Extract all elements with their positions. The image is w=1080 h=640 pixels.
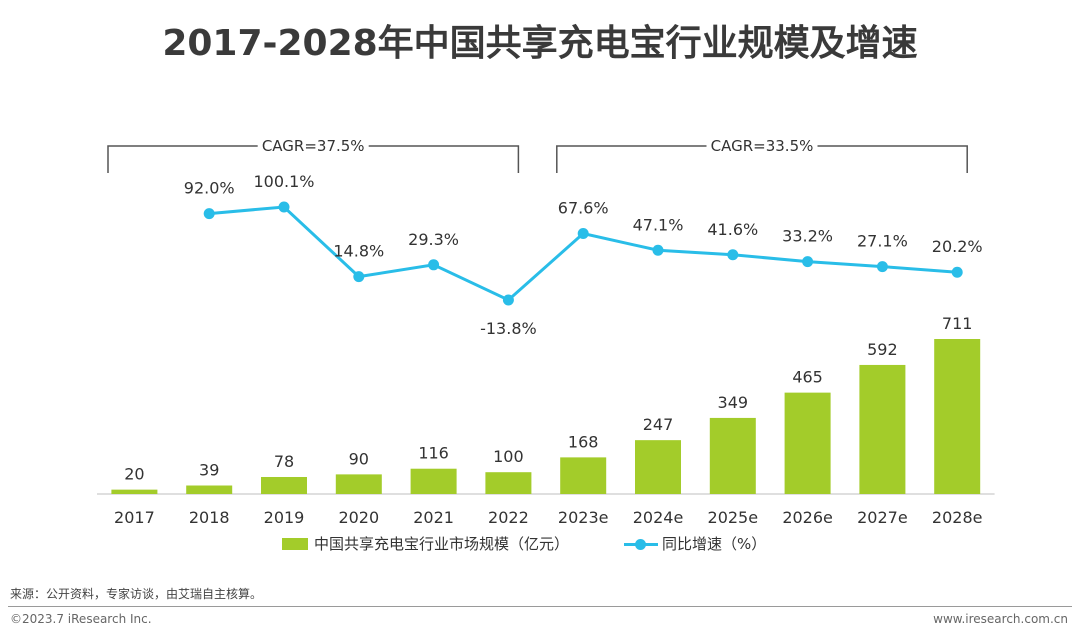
source-note: 来源：公开资料，专家访谈，由艾瑞自主核算。	[10, 587, 263, 601]
line-point	[802, 256, 814, 268]
legend-bar-label: 中国共享充电宝行业市场规模（亿元）	[314, 535, 570, 553]
bar-value-label: 20	[124, 465, 144, 484]
bar-value-label: 592	[867, 340, 898, 359]
cagr-bracket-left	[556, 145, 707, 173]
bar-value-label: 100	[493, 447, 524, 466]
bar-value-label: 247	[643, 415, 674, 434]
cagr-bracket-right	[368, 145, 520, 173]
bar	[709, 417, 756, 494]
x-tick-label: 2018	[189, 508, 230, 527]
legend-item-bar: 中国共享充电宝行业市场规模（亿元）	[282, 533, 569, 554]
x-tick-label: 2022	[488, 508, 529, 527]
bar-value-label: 168	[568, 432, 599, 451]
legend-bar-swatch	[282, 537, 308, 550]
growth-line	[209, 205, 958, 302]
line-value-label: 100.1%	[253, 172, 314, 191]
line-value-label: 33.2%	[782, 227, 833, 246]
legend-item-line: 同比增速（%）	[624, 533, 766, 554]
x-tick-label: 2017	[114, 508, 155, 527]
line-value-label: 67.6%	[558, 199, 609, 218]
line-point	[353, 271, 365, 283]
legend-line-swatch	[624, 538, 658, 550]
line-point	[577, 228, 589, 240]
copyright-text: ©2023.7 iResearch Inc.	[10, 612, 152, 626]
cagr-label: CAGR=33.5%	[711, 137, 814, 155]
bar-value-label: 116	[418, 444, 449, 463]
bar	[934, 339, 981, 494]
bar	[261, 476, 307, 494]
line-point	[278, 201, 290, 213]
bar-value-label: 711	[942, 314, 973, 333]
line-value-label: 29.3%	[408, 230, 459, 249]
line-point	[203, 208, 215, 220]
bar-value-label: 39	[199, 460, 219, 479]
bar-value-label: 78	[274, 452, 294, 471]
bar-value-label: 465	[792, 368, 823, 387]
bar	[186, 485, 233, 494]
line-point	[652, 244, 664, 256]
line-value-label: 20.2%	[932, 237, 983, 256]
bar-value-label: 349	[718, 393, 749, 412]
bar	[784, 392, 831, 494]
x-tick-label: 2026e	[782, 508, 833, 527]
line-point	[951, 266, 963, 278]
line-point	[502, 294, 514, 306]
bar	[485, 472, 532, 494]
legend: 中国共享充电宝行业市场规模（亿元） 同比增速（%）	[0, 533, 1080, 557]
cagr-bracket-left	[107, 145, 258, 173]
footer-divider	[8, 606, 1072, 607]
bar	[111, 489, 158, 494]
line-point	[727, 249, 739, 261]
website-link[interactable]: www.iresearch.com.cn	[933, 612, 1068, 626]
x-tick-label: 2028e	[932, 508, 983, 527]
line-value-label: 47.1%	[633, 215, 684, 234]
bar	[859, 364, 906, 494]
bar	[410, 468, 457, 494]
chart-title: 2017-2028年中国共享充电宝行业规模及增速	[162, 23, 918, 64]
bar	[560, 457, 607, 494]
line-value-label: 92.0%	[184, 179, 235, 198]
x-tick-label: 2021	[413, 508, 454, 527]
cagr-label: CAGR=37.5%	[262, 137, 365, 155]
cagr-bracket-right	[817, 145, 968, 173]
x-tick-label: 2024e	[633, 508, 684, 527]
legend-line-label: 同比增速（%）	[662, 535, 767, 553]
x-tick-label: 2025e	[708, 508, 759, 527]
line-point	[876, 261, 888, 273]
x-tick-label: 2027e	[857, 508, 908, 527]
line-value-label: 14.8%	[333, 242, 384, 261]
line-point	[428, 259, 440, 271]
bar-value-label: 90	[349, 449, 369, 468]
bar	[335, 474, 382, 494]
bar	[635, 440, 681, 494]
x-tick-label: 2019	[264, 508, 305, 527]
x-tick-label: 2020	[338, 508, 379, 527]
line-value-label: -13.8%	[480, 319, 537, 338]
line-value-label: 27.1%	[857, 232, 908, 251]
line-value-label: 41.6%	[707, 220, 758, 239]
x-tick-label: 2023e	[558, 508, 609, 527]
